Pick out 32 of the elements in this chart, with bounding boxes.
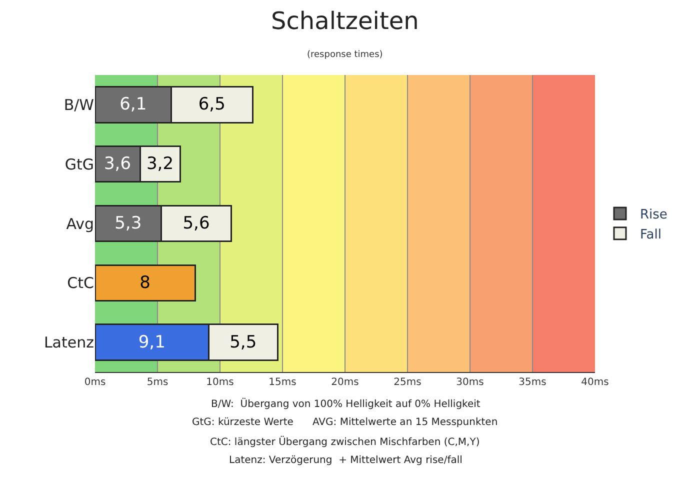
- x-tick-label: 5ms: [146, 377, 168, 388]
- text: CtC: längster Übergang zwischen Mischfarben (C,M,Y): [210, 435, 480, 448]
- data-label: 3,6: [104, 154, 132, 174]
- x-tick-label: 20ms: [331, 377, 359, 388]
- y-tick-label: Avg: [66, 214, 94, 233]
- x-tick-label: 40ms: [581, 377, 609, 388]
- text: GtG: kürzeste Werte AVG: Mittelwerte an 15 Messpunkten: [192, 417, 498, 428]
- data-label: 3,2: [146, 154, 174, 174]
- data-label: 6,1: [120, 94, 147, 115]
- x-tick-label: 30ms: [456, 377, 484, 388]
- y-tick-label: GtG: [64, 155, 94, 174]
- data-label: 6,5: [198, 94, 226, 115]
- data-label: 5,3: [114, 214, 142, 234]
- chart-subtitle: (response times): [307, 50, 383, 60]
- bar: [95, 264, 196, 302]
- x-tick-label: 25ms: [394, 377, 422, 388]
- x-tick-label: 15ms: [268, 377, 296, 388]
- data-label: 8: [140, 272, 150, 293]
- y-tick-label: B/W: [64, 96, 94, 114]
- data-label: 5,5: [230, 332, 257, 352]
- chart-title: Schaltzeiten: [271, 7, 419, 35]
- y-tick-label: Latenz: [44, 334, 94, 352]
- x-tick-label: 0ms: [84, 377, 106, 388]
- x-tick-label: 35ms: [518, 377, 546, 388]
- x-tick-label: 10ms: [206, 377, 234, 388]
- data-label: 5,6: [182, 214, 210, 234]
- text: B/W: Übergang von 100% Helligkeit auf 0% Helligkeit: [211, 397, 480, 410]
- legend-label: Rise: [640, 208, 668, 223]
- text: Latenz: Verzögerung + Mittelwert Avg rise/fall: [229, 455, 462, 466]
- y-tick-label: CtC: [67, 274, 94, 292]
- legend-label: Fall: [640, 227, 662, 242]
- data-label: 9,1: [138, 332, 166, 352]
